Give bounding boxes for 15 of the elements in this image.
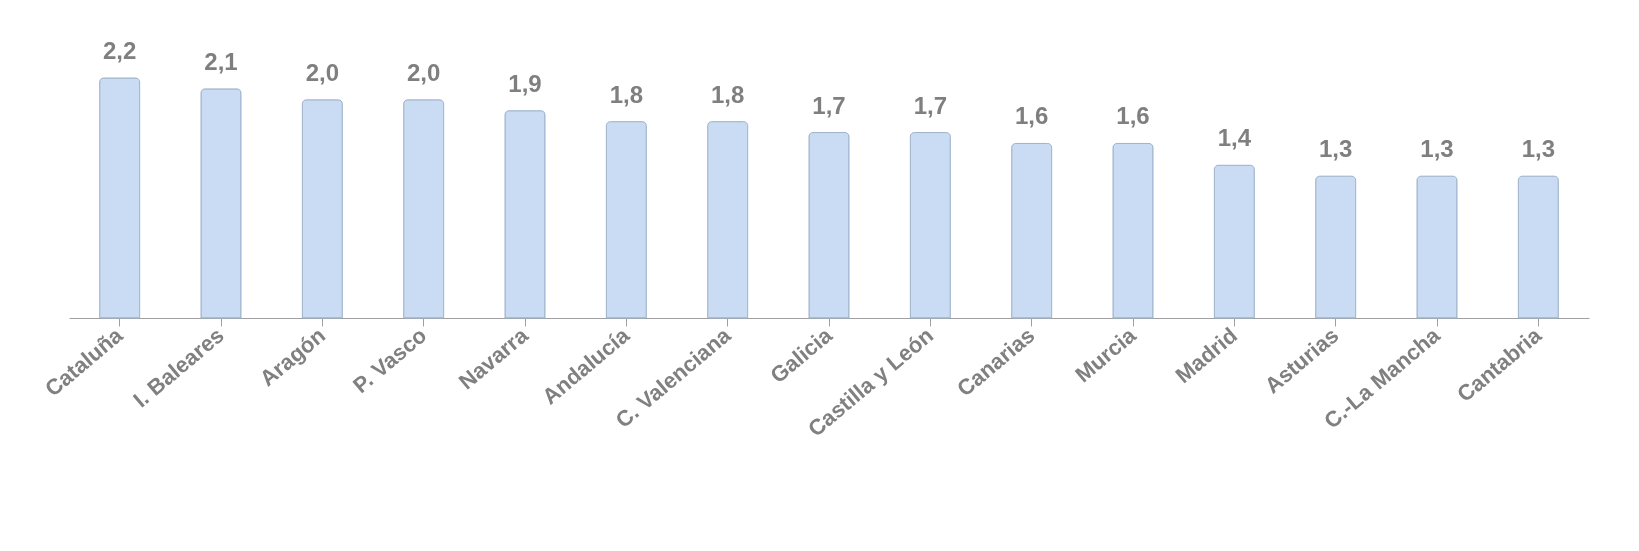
data-label: 1,7 [812, 91, 846, 119]
data-label: 1,4 [1217, 124, 1252, 152]
data-label: 1,3 [1420, 135, 1454, 163]
data-label: 2,0 [406, 58, 441, 86]
data-label: 1,3 [1521, 135, 1556, 163]
data-label: 1,8 [609, 80, 644, 108]
data-label: 2,0 [305, 58, 340, 86]
data-label: 1,7 [913, 91, 948, 119]
data-label: 1,3 [1318, 135, 1353, 163]
data-label: 1,8 [710, 80, 745, 108]
data-label: 2,2 [102, 37, 137, 64]
data-label: 1,6 [1116, 102, 1150, 130]
data-label: 1,6 [1014, 102, 1049, 130]
data-label: 1,9 [508, 69, 542, 97]
data-label: 2,1 [204, 47, 238, 75]
